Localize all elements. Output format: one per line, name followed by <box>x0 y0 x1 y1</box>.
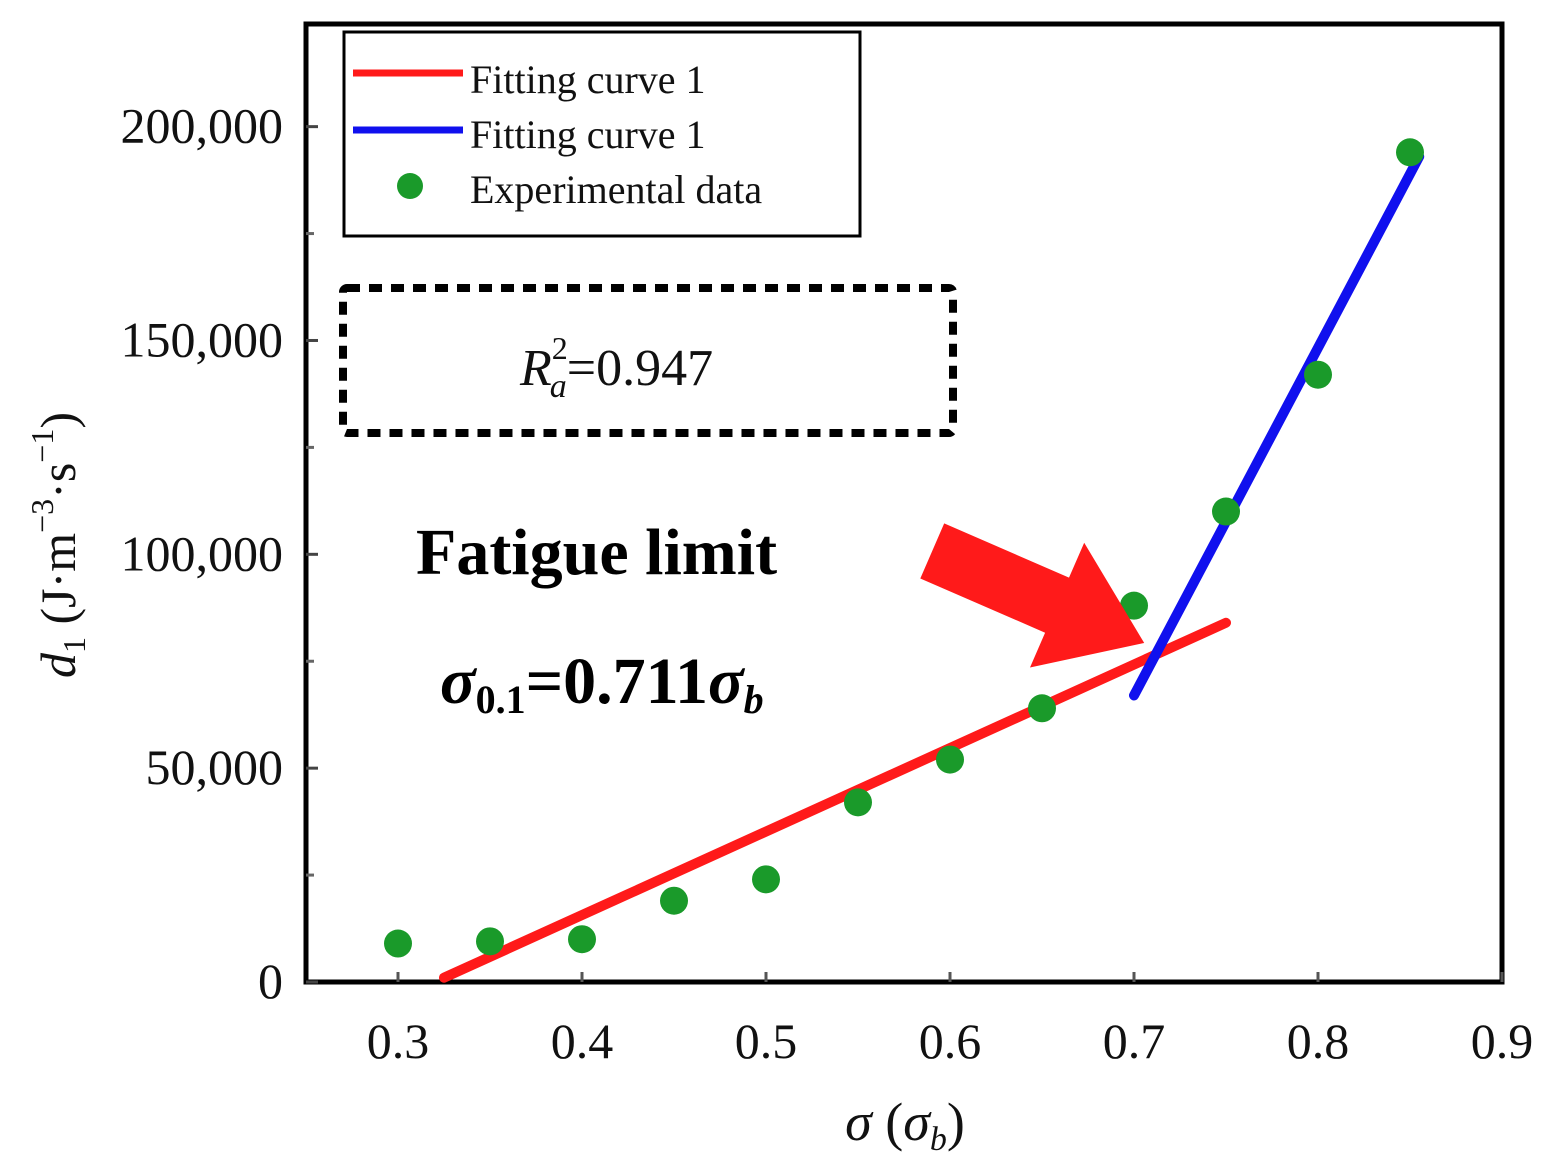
x-axis-title-sigma-b: σ <box>903 1092 932 1152</box>
y-tick-label: 100,000 <box>121 525 284 581</box>
r2-symbol: R <box>519 340 552 397</box>
fatigue-value: =0.711 <box>526 645 708 718</box>
experimental-points <box>384 138 1424 958</box>
legend-label-red: Fitting curve 1 <box>470 57 706 102</box>
x-axis-title-sub: b <box>930 1121 947 1158</box>
data-point <box>1396 138 1424 167</box>
x-axis-title-sigma: σ <box>845 1092 874 1152</box>
fitting-line-blue <box>1129 151 1425 701</box>
data-point <box>844 788 872 817</box>
y-tick-label: 150,000 <box>121 311 284 367</box>
x-axis-title-close: ) <box>947 1092 965 1152</box>
r2-superscript: 2 <box>552 330 568 366</box>
x-tick-label: 0.6 <box>919 1013 982 1069</box>
r2-value: =0.947 <box>567 340 713 397</box>
x-axis-title-open: ( <box>872 1092 903 1152</box>
fitting-lines <box>439 151 1425 983</box>
r2-subscript: a <box>550 368 567 405</box>
x-axis-ticks: 0.3 0.4 0.5 0.6 0.7 0.8 0.9 <box>367 972 1534 1069</box>
fatigue-limit-equation: σ0.1=0.711σb <box>440 645 764 722</box>
x-tick-label: 0.8 <box>1287 1013 1350 1069</box>
x-axis-title: σ (σb) <box>845 1092 965 1158</box>
data-point <box>1120 591 1148 620</box>
fatigue-sigma-subscript: 0.1 <box>476 677 526 722</box>
data-point <box>1212 497 1240 526</box>
y-axis-ticks: 0 50,000 100,000 150,000 200,000 <box>121 98 318 1009</box>
legend-dot-swatch <box>397 173 423 199</box>
fatigue-sigma-b-subscript: b <box>744 677 764 722</box>
x-tick-label: 0.5 <box>735 1013 798 1069</box>
legend: Fitting curve 1 Fitting curve 1 Experime… <box>342 30 862 238</box>
y-axis-title-exp2: −1 <box>24 429 60 463</box>
y-tick-label: 0 <box>258 953 283 1009</box>
data-point <box>476 927 504 956</box>
y-axis-title-close: ) <box>30 412 86 429</box>
data-point <box>936 745 964 774</box>
y-axis-title-d-sub: 1 <box>56 637 92 653</box>
fitting-line-red <box>439 617 1231 983</box>
data-point <box>1028 694 1056 723</box>
data-point <box>1304 360 1332 389</box>
fatigue-limit-arrow <box>920 523 1145 668</box>
data-point <box>568 925 596 954</box>
legend-label-dots: Experimental data <box>470 167 762 212</box>
r2-annotation: R2 a=0.947 <box>519 330 713 405</box>
y-axis-title-unit: (J·m <box>30 533 86 637</box>
y-axis-title-d: d <box>30 652 86 678</box>
y-axis-title-mid: ·s <box>30 463 86 499</box>
y-tick-label: 50,000 <box>146 739 284 795</box>
plot-frame <box>303 21 1505 985</box>
x-tick-label: 0.7 <box>1103 1013 1166 1069</box>
legend-box <box>342 30 862 238</box>
y-tick-label: 200,000 <box>121 98 284 154</box>
fatigue-sigma-b: σ <box>708 645 746 718</box>
data-point <box>384 929 412 958</box>
legend-label-blue: Fitting curve 1 <box>470 112 706 157</box>
y-axis-title: d1 (J·m−3·s−1) <box>24 412 92 678</box>
x-tick-label: 0.9 <box>1471 1013 1534 1069</box>
data-point <box>752 865 780 894</box>
fatigue-sigma: σ <box>440 645 478 718</box>
data-point <box>660 886 688 915</box>
y-axis-title-exp1: −3 <box>24 499 60 533</box>
x-tick-label: 0.3 <box>367 1013 430 1069</box>
fatigue-limit-title: Fatigue limit <box>416 516 777 589</box>
x-tick-label: 0.4 <box>551 1013 614 1069</box>
